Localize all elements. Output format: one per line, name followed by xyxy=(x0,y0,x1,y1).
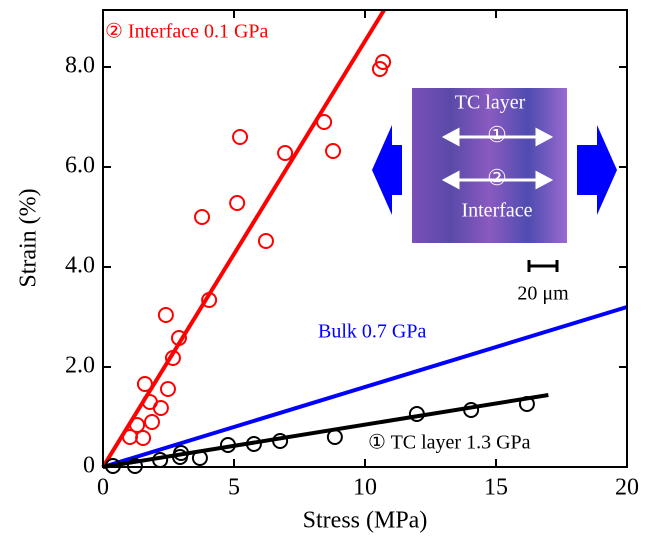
data-point xyxy=(157,307,174,323)
data-point xyxy=(121,429,138,445)
data-point xyxy=(232,129,249,145)
scale-bar-label: 20 μm xyxy=(517,283,569,305)
y-tick-label: 8.0 xyxy=(65,53,95,79)
scale-bar xyxy=(527,260,559,272)
data-point xyxy=(164,350,181,366)
y-axis-label: Strain (%) xyxy=(16,188,42,287)
y-tick-label: 4.0 xyxy=(65,253,95,279)
inset-label: TC layer xyxy=(455,92,526,114)
y-tick-label: 0 xyxy=(83,453,95,479)
y-tick-label: 6.0 xyxy=(65,153,95,179)
x-tick-label: 5 xyxy=(228,475,240,501)
x-tick-label: 20 xyxy=(615,475,639,501)
data-point xyxy=(316,114,333,130)
data-point xyxy=(229,195,246,211)
data-point xyxy=(371,61,388,77)
inset-marker: ② xyxy=(487,165,507,190)
data-point xyxy=(194,209,211,225)
x-tick-label: 10 xyxy=(353,475,377,501)
annotation: ② Interface 0.1 GPa xyxy=(105,21,269,43)
data-point xyxy=(219,437,236,453)
arrow-right xyxy=(577,125,617,215)
arrow-left xyxy=(372,125,402,215)
data-point xyxy=(326,429,343,445)
data-point xyxy=(170,330,187,346)
data-point xyxy=(277,145,294,161)
data-point xyxy=(173,445,190,461)
data-point xyxy=(152,400,169,416)
inset-marker: ① xyxy=(487,122,507,147)
inset-label: Interface xyxy=(461,200,532,222)
x-tick-label: 0 xyxy=(97,475,109,501)
annotation: Bulk 0.7 GPa xyxy=(318,321,426,343)
data-point xyxy=(245,436,262,452)
fit-line xyxy=(102,305,628,469)
data-point xyxy=(272,433,289,449)
x-axis-label: Stress (MPa) xyxy=(303,508,428,534)
data-point xyxy=(159,381,176,397)
data-point xyxy=(191,450,208,466)
data-point xyxy=(408,406,425,422)
inset-image xyxy=(412,88,567,243)
data-point xyxy=(143,414,160,430)
y-tick-label: 2.0 xyxy=(65,353,95,379)
x-tick-label: 15 xyxy=(484,475,508,501)
data-point xyxy=(463,402,480,418)
data-point xyxy=(201,292,218,308)
data-point xyxy=(152,452,169,468)
data-point xyxy=(257,233,274,249)
data-point xyxy=(518,396,535,412)
data-point xyxy=(129,417,146,433)
data-point xyxy=(325,143,342,159)
annotation: ① TC layer 1.3 GPa xyxy=(368,432,531,454)
inset-arrows xyxy=(441,127,554,190)
fit-line xyxy=(101,8,386,469)
data-point xyxy=(136,376,153,392)
fit-line xyxy=(102,393,549,469)
data-point xyxy=(135,430,152,446)
